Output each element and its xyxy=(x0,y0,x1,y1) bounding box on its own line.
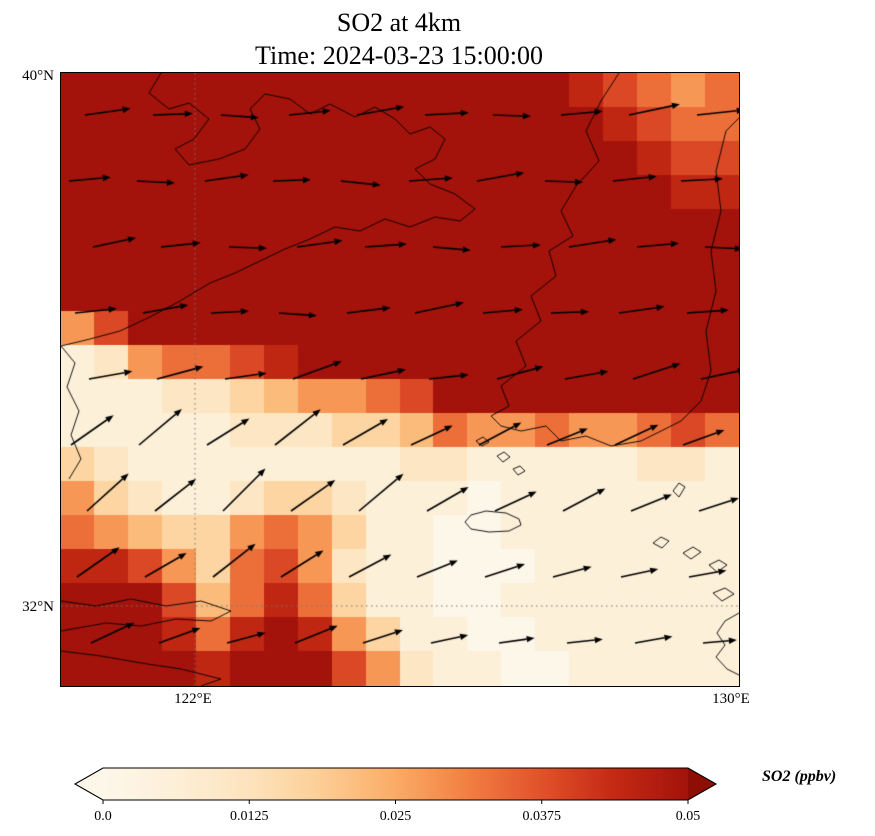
colorbar-extend-min xyxy=(75,768,103,800)
colorbar-tick-label: 0.0125 xyxy=(230,809,269,824)
plot-title-line2: Time: 2024-03-23 15:00:00 xyxy=(255,41,543,71)
x-axis-tick-130e: 130°E xyxy=(712,691,750,707)
y-axis-tick-40n: 40°N xyxy=(22,68,54,84)
colorbar: 0.0 0.0125 0.025 0.0375 0.05 xyxy=(73,767,718,824)
colorbar-tick-label: 0.05 xyxy=(676,809,701,824)
y-axis-tick-32n: 32°N xyxy=(22,599,54,615)
plot-title-line1: SO2 at 4km xyxy=(336,8,462,37)
map-canvas xyxy=(61,73,739,686)
map-plot-area xyxy=(60,72,740,687)
colorbar-tick-label: 0.025 xyxy=(380,809,412,824)
colorbar-tick-label: 0.0 xyxy=(94,809,112,824)
colorbar-extend-max xyxy=(688,768,716,800)
plot-title: SO2 at 4km Time: 2024-03-23 15:00:00 xyxy=(60,6,738,73)
colorbar-gradient xyxy=(103,768,688,800)
colorbar-label: SO2 (ppbv) xyxy=(762,768,837,785)
x-axis-tick-122e: 122°E xyxy=(174,691,212,707)
colorbar-tick-label: 0.0375 xyxy=(523,809,562,824)
